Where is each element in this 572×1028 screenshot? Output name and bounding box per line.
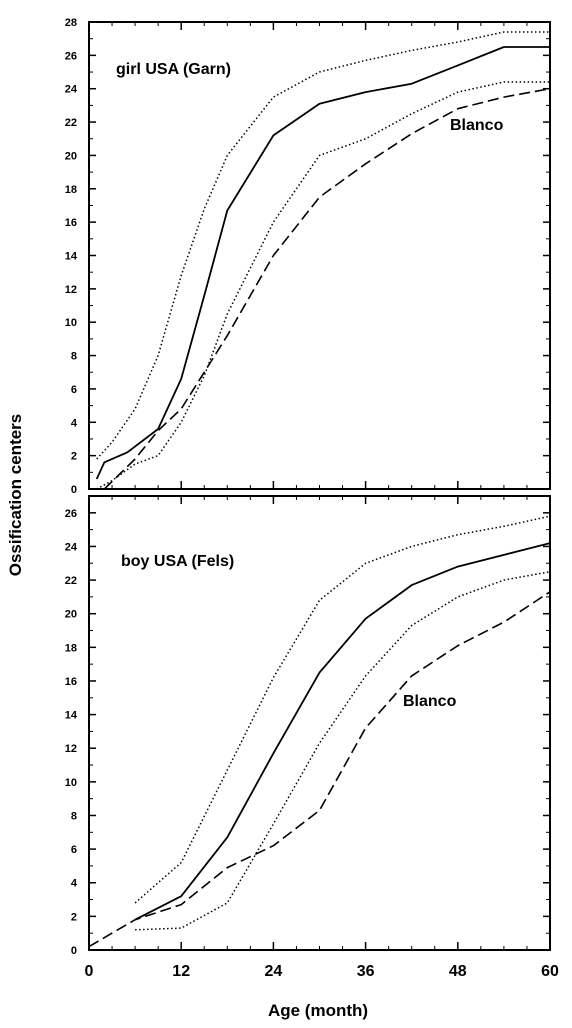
y-tick-label: 2 [71, 451, 77, 463]
y-tick-label: 4 [71, 417, 78, 429]
y-tick-label: 12 [65, 284, 77, 296]
panel-1-frame [88, 21, 551, 490]
y-tick-label: 14 [65, 710, 78, 722]
y-tick-label: 28 [65, 17, 77, 29]
x-axis-label: Age (month) [268, 1001, 368, 1020]
panel-1-series-1-dotted-line [96, 31, 550, 460]
panel-2-series-3-dotted-line [135, 570, 551, 931]
y-tick-label: 18 [65, 642, 77, 654]
y-tick-label: 24 [65, 84, 78, 96]
y-tick-label: 10 [65, 317, 77, 329]
x-tick-label: 12 [172, 963, 190, 980]
y-tick-label: 0 [71, 945, 77, 957]
y-tick-label: 16 [65, 217, 77, 229]
panel-2-annotation: boy USA (Fels) [121, 553, 234, 570]
series-layer [88, 31, 551, 948]
y-tick-label: 24 [65, 541, 78, 553]
y-tick-label: 20 [65, 150, 77, 162]
panel-1-annotation: Blanco [450, 117, 504, 134]
y-axis-label: Ossification centers [6, 414, 25, 577]
y-tick-label: 26 [65, 508, 77, 520]
y-tick-label: 0 [71, 484, 77, 496]
panel-1-series-4-dashed-line [103, 87, 551, 490]
y-tick-label: 16 [65, 676, 77, 688]
y-tick-label: 8 [71, 810, 77, 822]
panel-1-annotation: girl USA (Garn) [116, 61, 231, 78]
panel-1-series-3-dotted-line [96, 81, 550, 490]
y-tick-label: 4 [71, 878, 78, 890]
panel-1-series-2-solid-line [95, 46, 550, 480]
y-tick-label: 6 [71, 384, 77, 396]
y-tick-label: 8 [71, 351, 77, 363]
y-tick-label: 12 [65, 743, 77, 755]
y-tick-label: 22 [65, 575, 77, 587]
axes-layer [88, 21, 551, 951]
panel-2-series-2-solid-line [134, 542, 551, 921]
y-tick-label: 18 [65, 184, 77, 196]
panel-2-series-4-dashed-line [88, 591, 551, 948]
x-tick-label: 60 [541, 963, 559, 980]
panel-2-annotation: Blanco [403, 693, 457, 710]
x-tick-label: 24 [265, 963, 283, 980]
x-tick-label: 0 [85, 963, 94, 980]
x-tick-label: 48 [449, 963, 467, 980]
y-tick-label: 20 [65, 609, 77, 621]
x-tick-label: 36 [357, 963, 375, 980]
y-tick-label: 2 [71, 911, 77, 923]
panel-2-series-1-dotted-line [134, 515, 551, 904]
y-tick-label: 14 [65, 251, 78, 263]
y-tick-label: 10 [65, 777, 77, 789]
y-tick-label: 22 [65, 117, 77, 129]
y-tick-label: 26 [65, 50, 77, 62]
y-tick-label: 6 [71, 844, 77, 856]
